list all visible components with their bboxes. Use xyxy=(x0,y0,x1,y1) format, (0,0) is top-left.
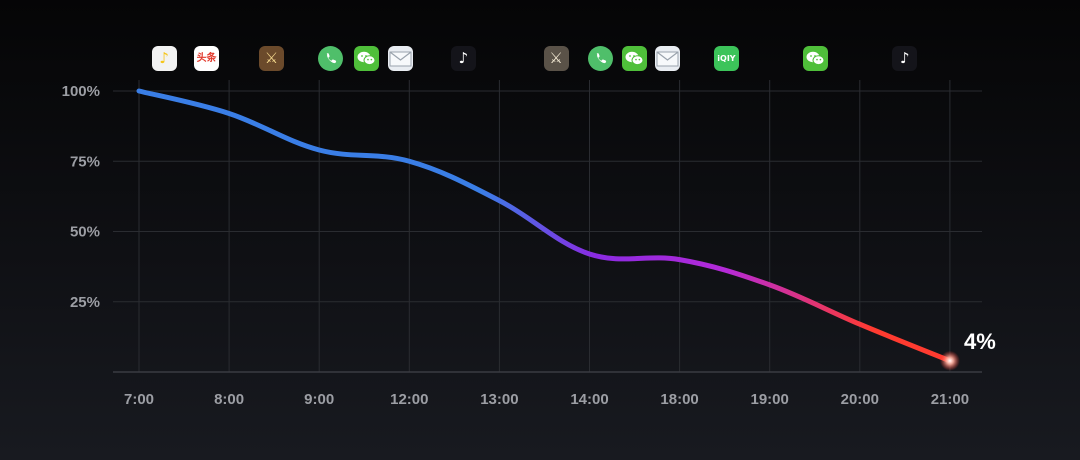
x-tick-label: 18:00 xyxy=(660,391,698,408)
end-point-glow xyxy=(939,350,960,371)
wechat-icon xyxy=(622,46,648,71)
x-tick-label: 19:00 xyxy=(751,391,789,408)
x-tick-label: 21:00 xyxy=(931,391,969,408)
wechat-icon xyxy=(353,46,379,71)
mail-icon xyxy=(655,46,681,71)
tiktok-icon: ♪ xyxy=(892,46,918,71)
wechat-icon xyxy=(803,46,829,71)
y-tick-label: 100% xyxy=(62,83,100,100)
x-tick-label: 12:00 xyxy=(390,391,428,408)
mail-icon xyxy=(387,46,413,71)
y-tick-label: 75% xyxy=(70,153,100,170)
x-tick-label: 14:00 xyxy=(570,391,608,408)
gridlines xyxy=(113,80,982,373)
game-app-icon: ⚔ xyxy=(258,46,284,71)
game-app-icon: ⚔ xyxy=(543,46,569,71)
x-tick-label: 20:00 xyxy=(841,391,879,408)
y-axis-ticks: 100% 75% 50% 25% xyxy=(62,83,100,311)
x-tick-label: 7:00 xyxy=(124,391,154,408)
y-tick-label: 25% xyxy=(70,294,100,311)
x-tick-label: 13:00 xyxy=(480,391,518,408)
x-tick-label: 8:00 xyxy=(214,391,244,408)
battery-line xyxy=(136,88,953,364)
phone-icon xyxy=(318,46,344,71)
x-tick-label: 9:00 xyxy=(304,391,334,408)
end-value-label: 4% xyxy=(964,329,996,354)
music-app-icon: ♪ xyxy=(151,46,177,71)
tiktok-icon: ♪ xyxy=(450,46,476,71)
news-app-icon: 头条 xyxy=(194,46,220,71)
x-axis-ticks: 7:00 8:00 9:00 12:00 13:00 14:00 18:00 19:00 20:… xyxy=(124,391,969,408)
y-tick-label: 50% xyxy=(70,224,100,241)
video-app-icon: iQIY xyxy=(713,46,739,71)
phone-icon xyxy=(587,46,613,71)
